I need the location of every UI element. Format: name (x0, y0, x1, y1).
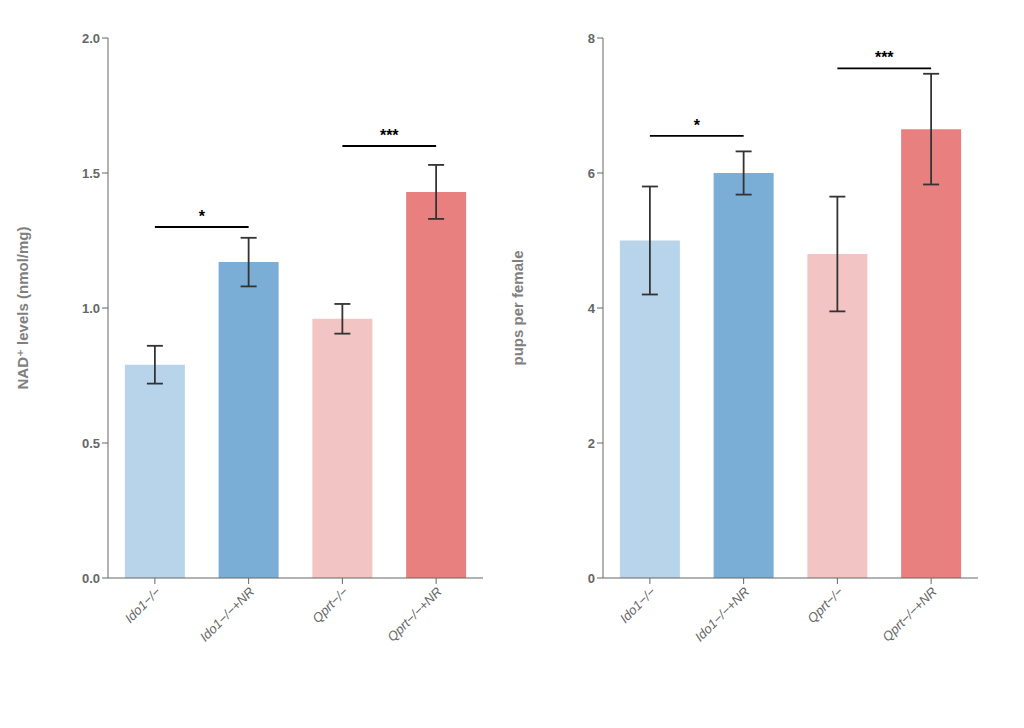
svg-text:0: 0 (588, 571, 595, 586)
svg-text:*: * (199, 208, 206, 225)
svg-text:6: 6 (588, 166, 595, 181)
svg-text:Qprt−/−+NR: Qprt−/−+NR (384, 584, 444, 644)
svg-text:1.0: 1.0 (82, 301, 100, 316)
svg-text:2: 2 (588, 436, 595, 451)
svg-text:8: 8 (588, 31, 595, 46)
svg-text:1.5: 1.5 (82, 166, 100, 181)
svg-text:Ido1−/−: Ido1−/− (617, 584, 659, 626)
svg-text:2.0: 2.0 (82, 31, 100, 46)
svg-text:*: * (694, 117, 701, 134)
svg-text:0.0: 0.0 (82, 571, 100, 586)
svg-text:***: *** (380, 127, 399, 144)
svg-text:Qprt−/−+NR: Qprt−/−+NR (879, 584, 939, 644)
svg-text:***: *** (875, 49, 894, 66)
svg-text:NAD⁺ levels (nmol/mg): NAD⁺ levels (nmol/mg) (14, 227, 31, 390)
svg-text:Ido1−/−+NR: Ido1−/−+NR (692, 584, 752, 644)
svg-text:Ido1−/−: Ido1−/− (122, 584, 164, 626)
svg-text:Qprt−/−: Qprt−/− (309, 584, 351, 626)
svg-text:Qprt−/−: Qprt−/− (804, 584, 846, 626)
svg-text:Ido1−/−+NR: Ido1−/−+NR (197, 584, 257, 644)
svg-text:pups per female: pups per female (509, 250, 526, 365)
svg-text:0.5: 0.5 (82, 436, 100, 451)
svg-text:4: 4 (588, 301, 596, 316)
